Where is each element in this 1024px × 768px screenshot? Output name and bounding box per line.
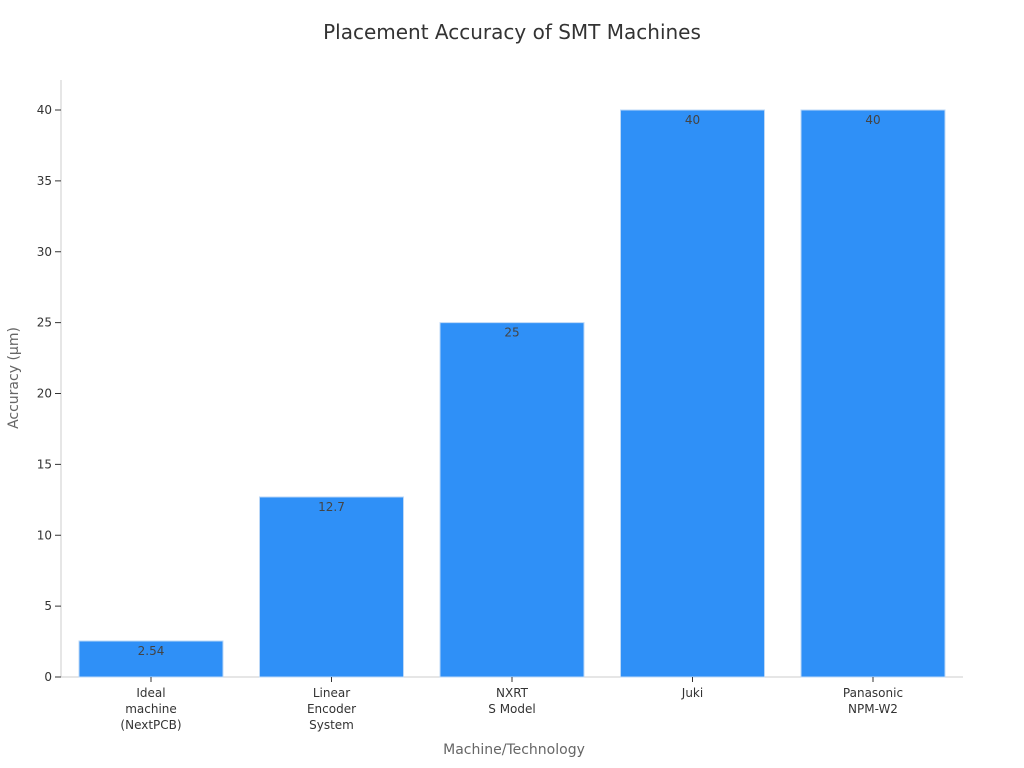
x-tick-label-line: Linear <box>313 686 350 700</box>
x-tick-label-line: Ideal <box>136 686 165 700</box>
bar-value-label: 12.7 <box>318 500 345 514</box>
y-tick-label: 40 <box>37 103 52 117</box>
x-tick-label: Ideal machine (NextPCB) <box>120 686 181 732</box>
y-tick-label: 15 <box>37 457 52 471</box>
x-tick-label-line: machine <box>125 702 177 716</box>
x-tick-label-line: NPM-W2 <box>848 702 898 716</box>
y-tick-label: 10 <box>37 528 52 542</box>
bar-value-label: 25 <box>504 326 519 340</box>
x-tick-label-line: Encoder <box>307 702 356 716</box>
y-tick-label: 20 <box>37 387 52 401</box>
y-tick-label: 25 <box>37 316 52 330</box>
bar <box>259 496 404 678</box>
chart-title: Placement Accuracy of SMT Machines <box>323 20 701 44</box>
x-tick-label-line: System <box>309 718 354 732</box>
x-tick-label-line: Juki <box>681 686 703 700</box>
bar <box>620 109 765 678</box>
x-tick-label: Panasonic NPM-W2 <box>843 686 903 716</box>
x-tick-label-line: S Model <box>488 702 535 716</box>
y-tick-label: 0 <box>44 670 52 684</box>
x-tick-label: NXRT S Model <box>488 686 535 716</box>
x-tick-label-line: Panasonic <box>843 686 903 700</box>
bar-value-label: 2.54 <box>138 644 165 658</box>
x-tick-label-line: (NextPCB) <box>120 718 181 732</box>
bar-value-label: 40 <box>865 113 880 127</box>
x-tick-label: Juki <box>681 686 703 700</box>
bar <box>800 109 946 678</box>
x-tick-label: Linear Encoder System <box>307 686 356 732</box>
x-axis-label: Machine/Technology <box>443 742 585 758</box>
bar-value-label: 40 <box>685 113 700 127</box>
x-tick-label-line: NXRT <box>496 686 529 700</box>
y-tick-label: 30 <box>37 245 52 259</box>
y-tick-label: 35 <box>37 174 52 188</box>
y-tick-label: 5 <box>44 599 52 613</box>
bar <box>439 322 585 678</box>
bar <box>78 640 224 678</box>
